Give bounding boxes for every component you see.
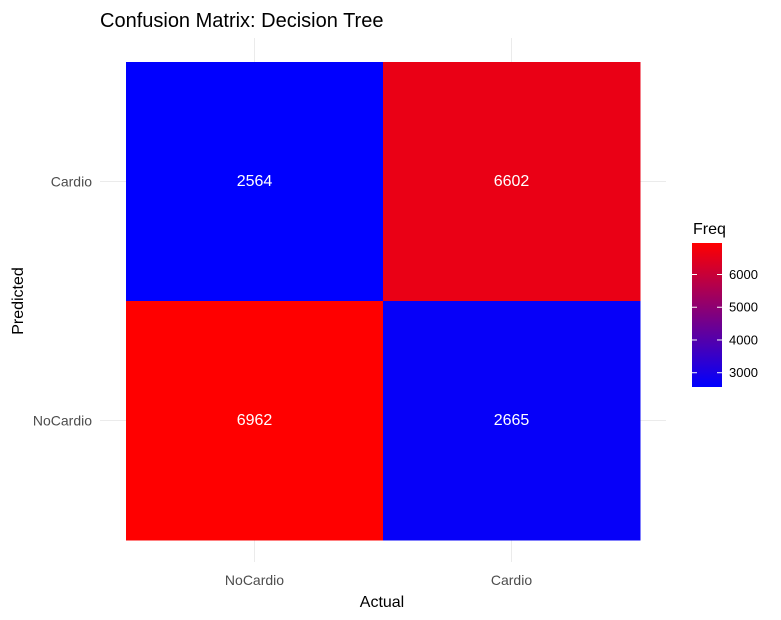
- y-tick-nocardio: NoCardio: [33, 413, 92, 429]
- cell-cardio-nocardio-label: 2665: [494, 412, 530, 429]
- legend-label-4000: 4000: [729, 332, 758, 347]
- cell-nocardio-nocardio: [126, 301, 384, 541]
- cell-value-labels: 2564 6602 6962 2665: [237, 173, 530, 429]
- y-axis-ticks: NoCardio Cardio: [33, 174, 92, 429]
- legend-label-6000: 6000: [729, 267, 758, 282]
- y-tick-cardio: Cardio: [51, 174, 92, 190]
- y-axis-title: Predicted: [10, 267, 27, 335]
- legend-title: Freq: [693, 221, 726, 238]
- x-tick-nocardio: NoCardio: [225, 572, 284, 588]
- x-axis-ticks: NoCardio Cardio: [225, 572, 532, 588]
- cell-nocardio-nocardio-label: 6962: [237, 412, 273, 429]
- heatmap-cells: [126, 62, 641, 541]
- color-legend: Freq 3000 4000 5000 6000: [692, 221, 758, 387]
- legend-label-3000: 3000: [729, 365, 758, 380]
- cell-nocardio-cardio: [126, 62, 384, 302]
- legend-label-5000: 5000: [729, 300, 758, 315]
- chart-title: Confusion Matrix: Decision Tree: [100, 10, 383, 32]
- cell-cardio-nocardio: [383, 301, 641, 541]
- cell-cardio-cardio: [383, 62, 641, 302]
- cell-nocardio-cardio-label: 2564: [237, 173, 273, 190]
- x-tick-cardio: Cardio: [491, 572, 532, 588]
- x-axis-title: Actual: [360, 594, 404, 611]
- cell-cardio-cardio-label: 6602: [494, 173, 530, 190]
- legend-color-bar: [692, 243, 722, 387]
- legend-ticks: 3000 4000 5000 6000: [692, 267, 758, 380]
